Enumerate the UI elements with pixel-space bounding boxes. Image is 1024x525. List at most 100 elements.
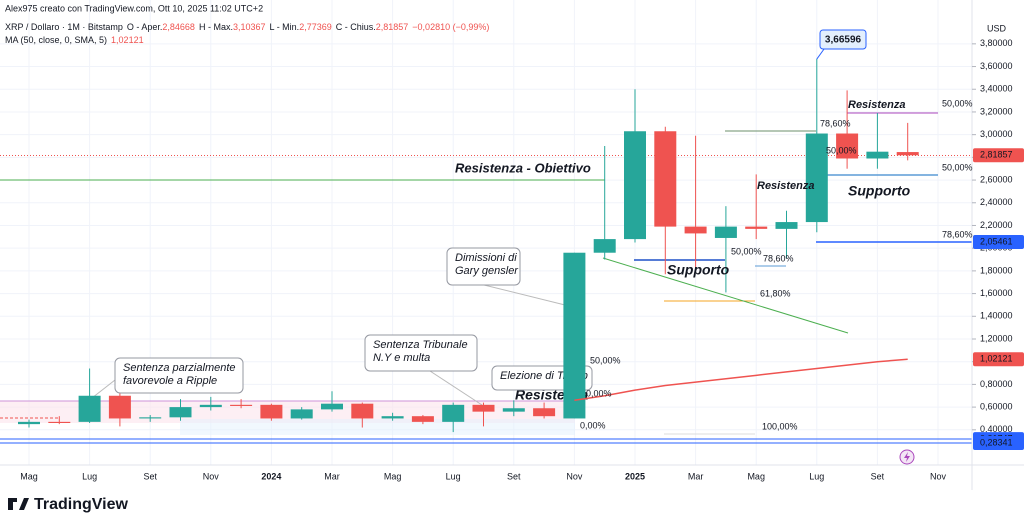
candle-body	[563, 252, 586, 419]
marks	[18, 59, 919, 433]
legend: XRP / Dollaro · 1M · Bitstamp O - Aper.2,…	[5, 22, 489, 32]
y-tick-label: 3,60000	[980, 61, 1013, 71]
candle-body	[866, 151, 889, 159]
note-text: Sentenza Tribunale	[373, 339, 468, 351]
note-box	[364, 334, 478, 372]
note-text: favorevole a Ripple	[123, 375, 217, 387]
candle-body	[533, 408, 556, 417]
ohlc-value: 3,10367	[233, 22, 266, 32]
ohlc-value: 2,84668	[162, 22, 195, 32]
candle-body	[78, 395, 101, 422]
annotation: 50,00%	[590, 355, 621, 365]
note-text: Dimissioni di	[455, 252, 517, 264]
trend-line	[602, 257, 849, 334]
x-tick-label: Mag	[747, 471, 765, 481]
indicator: MA (50, close, 0, SMA, 5) 1,02121	[5, 35, 144, 45]
candle-body	[169, 407, 192, 418]
axis: 0,400000,600000,800001,000001,200001,400…	[20, 29, 1024, 481]
ohlc-key: L - Min.	[270, 22, 300, 32]
candle-body	[18, 421, 40, 425]
annotation: Supporto	[848, 183, 911, 199]
change: −0,02810 (−0,99%)	[412, 22, 489, 32]
price-tag	[973, 436, 1024, 451]
x-tick-label: Mar	[324, 471, 340, 481]
candle-body	[654, 131, 677, 227]
note-text: N.Y e multa	[373, 352, 430, 364]
candle-body	[836, 133, 859, 159]
annotation: 61,80%	[760, 288, 791, 298]
connector	[479, 283, 566, 306]
note-text: Gary gensler	[455, 265, 519, 277]
ohlc-key: O - Aper.	[127, 22, 163, 32]
y-tick-label: 1,20000	[980, 333, 1013, 343]
x-tick-label: 2024	[261, 471, 281, 481]
candle-body	[321, 403, 343, 410]
candle-body	[381, 416, 404, 419]
price-tag	[973, 352, 1024, 367]
x-tick-label: Mag	[384, 471, 402, 481]
y-tick-label: 2,60000	[980, 174, 1013, 184]
ohlc-key: H - Max.	[199, 22, 233, 32]
price-tag	[973, 234, 1024, 249]
ohlc-value: 2,77369	[299, 22, 332, 32]
candle-body	[48, 421, 71, 423]
y-tick-label: 2,20000	[980, 220, 1013, 230]
annotation: 0,00%	[586, 388, 612, 398]
candle-body	[290, 409, 313, 419]
x-tick-label: Lug	[82, 471, 97, 481]
x-tick-label: 2025	[625, 471, 645, 481]
currency: USD	[987, 23, 1007, 33]
price-tag-label: 0,28341	[980, 437, 1013, 447]
connector	[429, 370, 483, 406]
event-icon-glyph	[904, 452, 910, 462]
candle-body	[805, 133, 828, 223]
y-tick-label: 1,80000	[980, 265, 1013, 275]
annotation: 78,60%	[820, 118, 851, 128]
annotation: Supporto	[667, 262, 730, 278]
annotation: 50,00%	[942, 162, 973, 172]
candle-body	[411, 416, 434, 422]
candle-body	[442, 404, 465, 422]
y-tick-label: 3,80000	[980, 38, 1013, 48]
y-tick-label: 1,60000	[980, 288, 1013, 298]
y-tick-label: 2,40000	[980, 197, 1013, 207]
annotation: Resistenza	[848, 99, 905, 111]
x-tick-label: Set	[871, 471, 885, 481]
x-tick-label: Set	[143, 471, 157, 481]
x-tick-label: Nov	[566, 471, 583, 481]
annotation: Resistenza - Obiettivo	[455, 160, 591, 175]
x-tick-label: Nov	[930, 471, 947, 481]
annotation: 78,60%	[763, 253, 794, 263]
candle-body	[896, 152, 919, 156]
candle-body	[139, 417, 162, 419]
candle-body	[472, 404, 495, 412]
candle-body	[714, 226, 737, 238]
candle-body	[351, 403, 374, 419]
annotation: 78,60%	[942, 229, 973, 239]
y-tick-label: 3,40000	[980, 84, 1013, 94]
annotation: 50,00%	[942, 98, 973, 108]
candle-body	[745, 226, 768, 229]
symbol: XRP / Dollaro · 1M · Bitstamp	[5, 22, 123, 32]
x-tick-label: Mag	[20, 471, 38, 481]
y-tick-label: 1,40000	[980, 311, 1013, 321]
candle-body	[199, 404, 222, 408]
candle-body	[260, 404, 283, 419]
candle-body	[593, 239, 616, 253]
note-box	[446, 247, 521, 286]
indicator-name: MA (50, close, 0, SMA, 5)	[5, 35, 107, 45]
candle-body	[502, 408, 525, 412]
ma-line	[574, 358, 908, 402]
connector	[91, 379, 116, 399]
candle-body	[230, 404, 253, 406]
candle-body	[684, 226, 707, 234]
annotation: 50,00%	[731, 246, 762, 256]
ohlc-value: 2,81857	[376, 22, 409, 32]
candle-body	[775, 222, 798, 229]
note-text: Sentenza parzialmente	[123, 362, 236, 374]
y-tick-label: 3,00000	[980, 129, 1013, 139]
annotation: Resistenza	[757, 180, 814, 192]
ohlc-key: C - Chius.	[336, 22, 376, 32]
y-tick-label: 0,80000	[980, 379, 1013, 389]
